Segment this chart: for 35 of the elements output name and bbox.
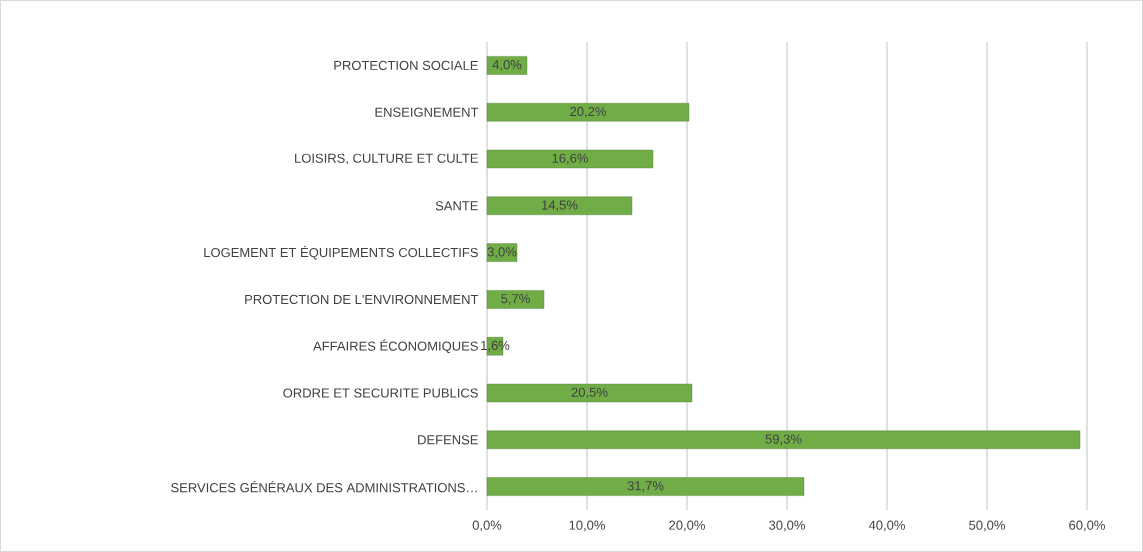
y-tick-label: SANTE [435,201,478,211]
bar [486,430,1081,449]
y-tick-label: PROTECTION SOCIALE [334,60,478,70]
data-label: 14,5% [542,200,578,212]
data-label: 20,5% [571,387,608,399]
bar [486,196,633,215]
data-label: 16,6% [552,153,588,165]
data-label: 4,0% [492,60,522,71]
bar [486,290,545,309]
bar [486,243,518,262]
data-label: 20,2% [570,106,606,118]
y-tick-label: LOGEMENT ET ÉQUIPEMENTS COLLECTIFS [204,245,478,260]
y-tick-label: SERVICES GÉNÉRAUX DES ADMINISTRATIONS… [171,480,477,493]
y-tick-label: DEFENSE [418,435,478,445]
y-tick-label: ORDRE ET SECURITE PUBLICS [283,388,478,398]
x-tick-label: 60,0% [1069,520,1105,532]
x-tick-label: 50,0% [969,520,1005,532]
x-tick-label: 40,0% [868,520,905,532]
data-label: 5,7% [501,294,530,305]
bar [486,477,805,496]
x-tick-label: 30,0% [769,520,805,532]
bar [486,149,654,169]
x-tick-label: 10,0% [569,520,605,532]
bar [486,56,528,75]
data-label: 31,7% [627,481,664,492]
data-label: 59,3% [765,434,802,446]
y-tick-label: AFFAIRES ÉCONOMIQUES [313,339,478,354]
x-tick-label: 20,0% [669,520,705,532]
bar [486,103,690,122]
x-tick-label: 0,0% [472,520,502,532]
y-tick-label: ENSEIGNEMENT [375,107,479,117]
y-tick-label: LOISIRS, CULTURE ET CULTE [295,153,478,165]
data-label: 3,0% [487,247,517,258]
bar [486,383,693,403]
y-tick-label: PROTECTION DE L'ENVIRONNEMENT [245,294,479,304]
